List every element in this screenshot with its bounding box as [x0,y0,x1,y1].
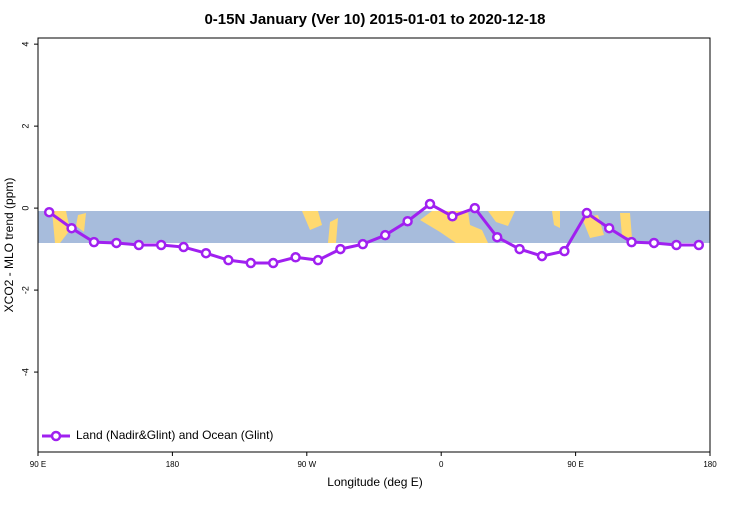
point [648,237,660,249]
point [626,236,637,248]
map-strip [38,211,710,243]
point [312,254,324,266]
point [178,241,189,253]
y-tick-label: -2 [20,286,30,294]
point [693,239,705,251]
y-tick-label: 2 [20,124,30,129]
x-tick-label: 90 E [30,460,46,469]
point [581,207,593,219]
legend-marker [50,430,62,442]
point [223,254,234,266]
point [402,215,413,227]
point [335,243,346,255]
point [514,243,525,255]
x-tick-label: 180 [703,460,717,469]
x-tick-label: 180 [166,460,180,469]
point [424,198,436,210]
point [379,229,391,241]
point [603,222,615,234]
point [200,247,212,259]
y-tick-label: -4 [20,368,30,376]
point [111,237,122,249]
y-tick-label: 0 [20,206,30,211]
point [357,238,369,250]
point [133,239,145,251]
point [43,206,55,218]
y-axis-label: XCO2 - MLO trend (ppm) [2,178,16,313]
point [267,257,279,269]
y-tick-label: 4 [20,42,30,47]
x-axis-label: Longitude (deg E) [327,475,422,489]
point [491,231,503,243]
point [469,202,481,214]
point [66,222,77,234]
point [290,252,301,263]
point [671,239,682,251]
x-tick-label: 90 E [567,460,583,469]
chart-title: 0-15N January (Ver 10) 2015-01-01 to 202… [204,11,545,28]
x-tick-label: 90 W [297,460,316,469]
legend: Land (Nadir&Glint) and Ocean (Glint) [42,428,273,442]
point [155,239,167,251]
point [447,211,458,222]
point [559,245,570,257]
x-tick-label: 0 [439,460,444,469]
plot-frame [37,37,711,453]
legend-label: Land (Nadir&Glint) and Ocean (Glint) [76,428,273,442]
point [536,250,548,262]
point [88,236,100,248]
point [245,257,257,269]
